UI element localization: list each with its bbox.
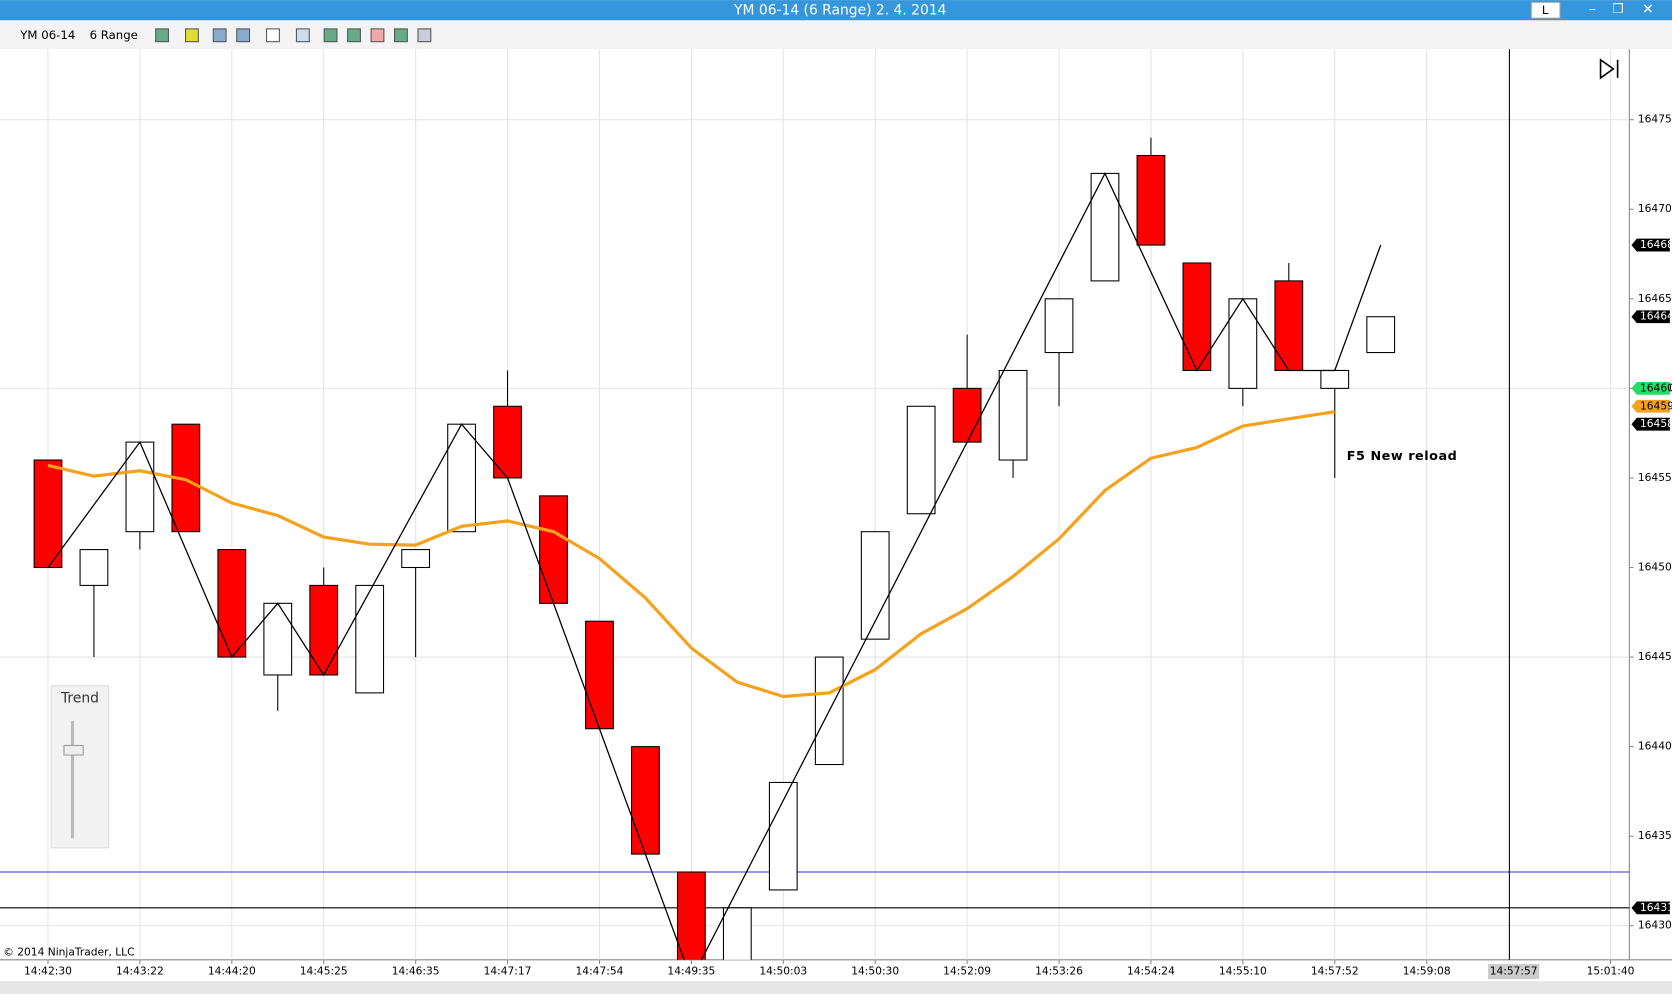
candle-body [539, 495, 568, 604]
candle-body [1274, 280, 1304, 371]
candle-body [1320, 369, 1350, 389]
y-tick-label: 16440 [1638, 740, 1672, 753]
trend-panel-title: Trend [60, 691, 99, 707]
candle-body [1090, 172, 1120, 282]
candle-body [401, 549, 431, 569]
x-tick-label: 14:52:09 [943, 965, 991, 978]
annotation: F5 New reload [1347, 449, 1458, 464]
x-tick-label: 14:53:26 [1035, 965, 1083, 978]
moving-average [47, 410, 1336, 699]
price-marker [1631, 417, 1670, 431]
x-tick-label: 15:01:40 [1587, 965, 1635, 978]
candle-body [1366, 316, 1396, 354]
close[interactable]: ✕ [1642, 2, 1654, 18]
price-marker [1631, 901, 1670, 915]
candle-body [309, 584, 339, 676]
window-button-label[interactable]: L [1542, 3, 1549, 17]
zigzag [47, 171, 1382, 960]
candle-body [585, 620, 614, 730]
plot [0, 49, 1630, 960]
restore[interactable]: ❐ [1612, 2, 1624, 17]
candle-body [631, 746, 660, 855]
trend-panel [50, 685, 110, 849]
candle-body [355, 584, 385, 694]
candle-body [263, 602, 293, 676]
y-tick-label: 16430 [1638, 919, 1672, 932]
candle-body [722, 907, 752, 960]
y-tick-label: 16475 [1638, 113, 1672, 126]
candle-body [998, 369, 1028, 461]
y-tick-label: 16470 [1638, 202, 1672, 215]
x-tick-label: 14:55:10 [1219, 965, 1267, 978]
x-tick-label: 14:47:17 [484, 965, 532, 978]
x-tick-label: 14:43:22 [116, 965, 164, 978]
minimize[interactable]: – [1589, 2, 1596, 18]
x-tick-label: 14:59:08 [1403, 965, 1451, 978]
price-marker-label: 16431 [1640, 901, 1672, 914]
candle-body [860, 531, 890, 640]
scroll-end-button[interactable] [1599, 58, 1619, 80]
candle-body [952, 387, 982, 443]
title-bar [0, 0, 1672, 21]
toolbar [0, 20, 1672, 50]
candle-body [33, 459, 63, 569]
price-marker-label: 16464 [1640, 310, 1672, 323]
price-marker [1631, 238, 1670, 252]
candle-body [1182, 262, 1212, 371]
price-marker [1631, 399, 1670, 413]
window-title: YM 06-14 (6 Range) 2. 4. 2014 [733, 3, 947, 19]
x-tick-label: 14:49:35 [667, 965, 715, 978]
candle-body [1136, 154, 1166, 246]
candle-body [493, 405, 522, 479]
y-tick-label: 16465 [1638, 292, 1672, 305]
x-tick-label: 14:42:30 [24, 965, 72, 978]
x-tick-label: 14:47:54 [576, 965, 624, 978]
candle-body [906, 405, 936, 515]
x-tick-label: 14:57:52 [1311, 965, 1359, 978]
x-tick-label: 14:50:30 [851, 965, 899, 978]
candle-body [1228, 298, 1258, 389]
x-tick-label: 14:44:20 [208, 965, 256, 978]
scrollbar[interactable] [0, 981, 1672, 994]
y-tick-label: 16435 [1638, 829, 1672, 842]
candle-body [1044, 298, 1074, 354]
price-marker [1631, 310, 1670, 324]
price-marker-label: 16458 [1640, 417, 1672, 430]
price-marker [1631, 381, 1670, 395]
x-tick-label: 14:46:35 [392, 965, 440, 978]
candle-body [125, 441, 155, 533]
cursor-label: 14:57:57 [1490, 965, 1538, 978]
y-tick-label: 16455 [1638, 471, 1672, 484]
period-selector[interactable]: 6 Range [90, 28, 138, 42]
slider-thumb[interactable] [63, 744, 84, 756]
cursor-label-box [1488, 964, 1540, 979]
toolbar-icons[interactable] [155, 28, 432, 43]
candle-body [768, 781, 798, 891]
candle-body [217, 549, 247, 658]
copyright: © 2014 NinjaTrader, LLC [3, 945, 134, 958]
price-marker-label: 16459 [1640, 399, 1672, 412]
candle-body [79, 549, 109, 586]
candle-body [676, 871, 706, 960]
y-tick-label: 16445 [1638, 650, 1672, 663]
window-button[interactable] [1530, 1, 1561, 19]
y-tick-label: 16450 [1638, 560, 1672, 573]
x-tick-label: 14:50:03 [759, 965, 807, 978]
x-tick-label: 14:45:25 [300, 965, 348, 978]
x-tick-label: 14:54:24 [1127, 965, 1175, 978]
price-marker-label: 16460 [1640, 381, 1672, 394]
candle-body [447, 423, 476, 533]
price-marker-label: 16468 [1640, 238, 1672, 251]
instrument-selector[interactable]: YM 06-14 [19, 28, 75, 42]
